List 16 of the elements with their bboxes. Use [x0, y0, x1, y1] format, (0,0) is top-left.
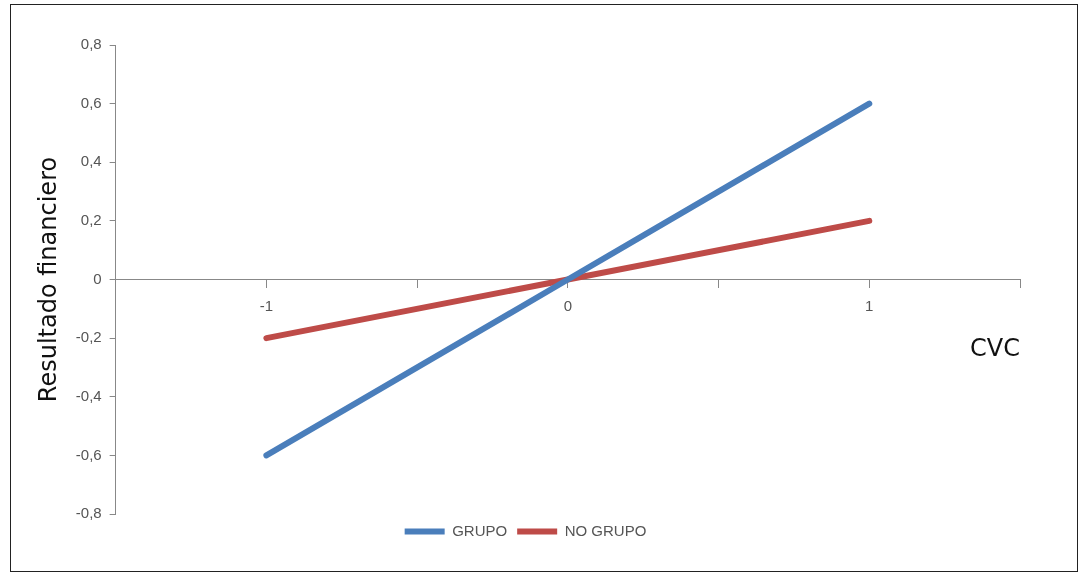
legend-label: NO GRUPO	[564, 521, 647, 539]
y-tick-label: -0,4	[75, 386, 102, 404]
y-axis-title: Resultado financiero	[33, 156, 62, 403]
x-tick-label: 1	[865, 296, 874, 314]
x-tick-label: 0	[563, 296, 572, 314]
y-tick-label: 0	[93, 269, 102, 287]
y-tick-label: 0,4	[80, 152, 102, 170]
y-tick-label: -0,6	[75, 445, 102, 463]
legend-label: GRUPO	[452, 521, 508, 539]
y-tick-label: 0,6	[80, 93, 102, 111]
y-tick-label: -0,2	[75, 328, 102, 346]
x-tick-label: -1	[259, 296, 274, 314]
y-tick-label: 0,8	[80, 35, 102, 53]
x-axis-title: CVC	[970, 334, 1020, 363]
y-tick-label: -0,8	[75, 504, 102, 522]
y-tick-label: 0,2	[80, 211, 102, 229]
